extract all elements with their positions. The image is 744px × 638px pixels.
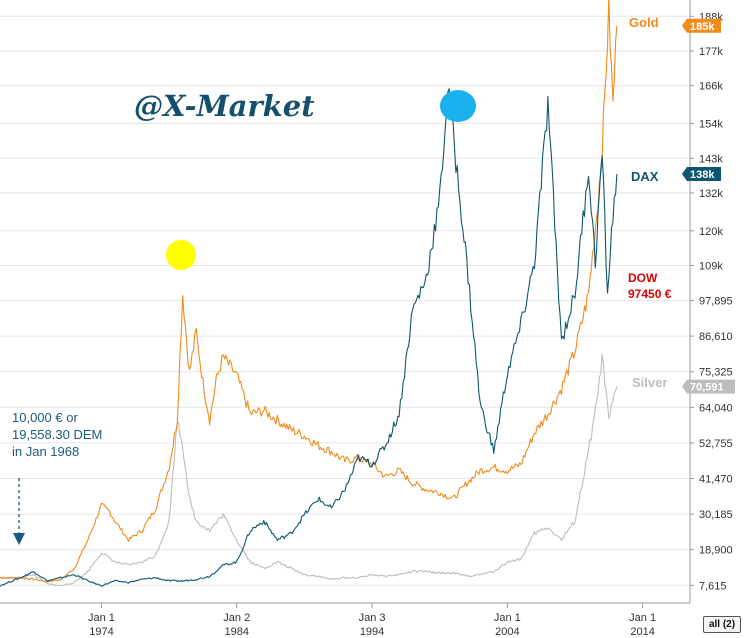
watermark: @X-Market [134,89,315,123]
value-tag-text: 70,591 [690,382,724,394]
y-tick-label: 109k [699,260,723,272]
x-tick-label: 1984 [225,626,249,638]
x-tick-label: Jan 1 [88,612,115,624]
series-line-dax [0,88,618,587]
legend-silver: Silver [632,375,667,390]
y-tick-label: 41,470 [699,474,733,486]
x-tick-label: 2014 [630,626,654,638]
x-tick-label: Jan 1 [494,612,521,624]
value-tag-gold [682,18,721,33]
annotation-line-1: 10,000 € or [12,410,78,425]
x-tick-label: 1994 [360,626,384,638]
peak-marker-dax [440,90,476,122]
x-tick-label: Jan 3 [359,612,386,624]
annotation-line-2: 19,558.30 DEM [12,427,102,442]
legend-dax: DAX [631,169,659,184]
y-tick-label: 75,325 [699,367,733,379]
y-tick-label: 143k [699,153,723,165]
all-button[interactable]: all (2) [703,616,741,633]
y-tick-label: 7,615 [699,580,727,592]
y-tick-label: 154k [699,119,723,131]
value-tag-silver [682,379,735,394]
y-tick-label: 86,610 [699,331,733,343]
y-tick-label: 177k [699,46,723,58]
value-tag-dax [682,167,721,182]
y-tick-label: 18,900 [699,545,733,557]
y-tick-label: 120k [699,226,723,238]
peak-marker-gold [166,240,196,270]
y-tick-label: 30,185 [699,509,733,521]
value-tag-text: 138k [690,169,715,181]
annotation-line-3: in Jan 1968 [12,444,79,459]
y-tick-label: 166k [699,81,723,93]
x-tick-label: Jan 1 [629,612,656,624]
y-tick-label: 52,755 [699,438,733,450]
value-tag-text: 185k [690,21,715,33]
legend-dow: DOW [628,271,658,285]
chart-grid [0,15,690,586]
annotation-arrow-head [13,533,25,545]
dow-value: 97450 € [628,287,672,301]
value-tags: 185k 138k 70,591 [682,18,735,394]
x-axis-ticks: Jan 1 1974 Jan 2 1984 Jan 3 1994 Jan 1 2004 Jan … [88,603,656,638]
legend-gold: Gold [629,15,659,30]
y-tick-label: 97,895 [699,296,733,308]
chart-series [0,0,618,587]
y-tick-label: 64,040 [699,402,733,414]
x-tick-label: 1974 [89,626,113,638]
series-line-gold [0,0,618,583]
x-tick-label: Jan 2 [223,612,250,624]
series-line-silver [0,353,618,587]
x-tick-label: 2004 [495,626,519,638]
y-axis-ticks: 7,615 18,900 30,185 41,470 52,755 64,040 75,32… [690,11,733,592]
y-tick-label: 132k [699,188,723,200]
